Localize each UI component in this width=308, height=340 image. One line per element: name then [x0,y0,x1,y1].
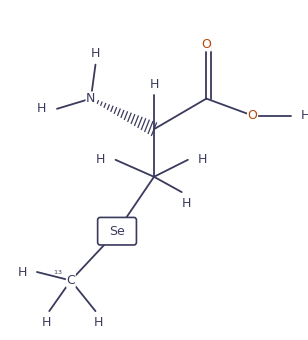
Text: H: H [149,79,159,91]
Text: C: C [67,274,75,287]
Text: $^{13}$: $^{13}$ [53,269,63,278]
Text: H: H [42,316,51,329]
FancyBboxPatch shape [98,218,136,245]
Text: N: N [86,92,95,105]
Text: H: H [94,316,103,329]
Text: H: H [37,102,46,115]
Text: O: O [248,109,257,122]
Text: H: H [300,109,308,122]
Text: O: O [201,38,211,51]
Text: H: H [18,266,27,278]
Text: Se: Se [109,225,125,238]
Text: H: H [91,47,100,60]
Text: H: H [198,153,207,166]
Text: H: H [96,153,105,166]
Text: H: H [182,197,191,210]
